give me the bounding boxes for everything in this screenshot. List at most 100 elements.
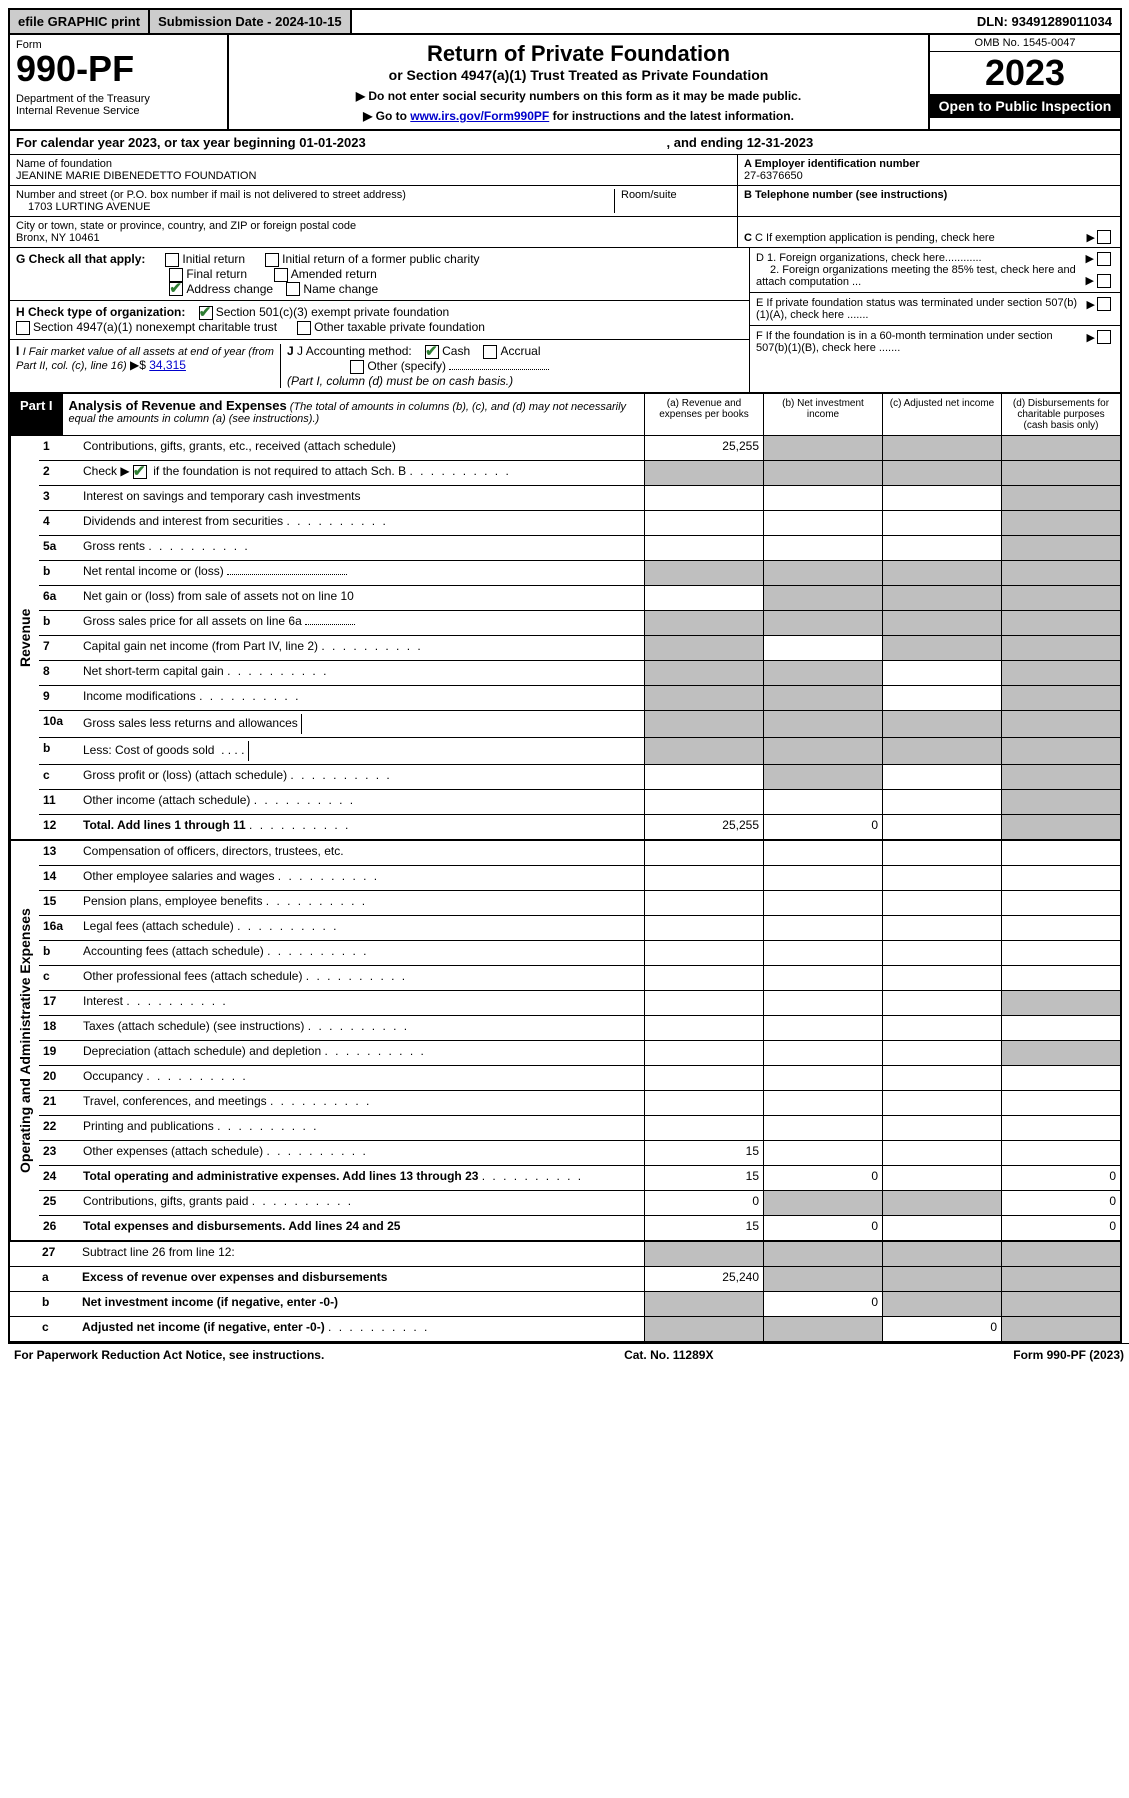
form-title: Return of Private Foundation — [235, 41, 922, 67]
irs-text: Internal Revenue Service — [16, 105, 140, 117]
line27-section: 27Subtract line 26 from line 12: aExcess… — [10, 1240, 1120, 1341]
line-16c: cOther professional fees (attach schedul… — [39, 966, 1120, 991]
col-a-head: (a) Revenue and expenses per books — [644, 394, 763, 435]
line-18: 18Taxes (attach schedule) (see instructi… — [39, 1016, 1120, 1041]
footer-right: Form 990-PF (2023) — [1013, 1348, 1124, 1362]
room-label: Room/suite — [621, 189, 677, 201]
calendar-year-row: For calendar year 2023, or tax year begi… — [10, 131, 1120, 155]
line-8: 8Net short-term capital gain — [39, 661, 1120, 686]
name-change-label: Name change — [303, 282, 378, 296]
amended-checkbox[interactable] — [274, 268, 288, 282]
line-26: 26Total expenses and disbursements. Add … — [39, 1216, 1120, 1240]
d1-checkbox[interactable] — [1097, 252, 1111, 266]
e-checkbox[interactable] — [1097, 297, 1111, 311]
d-row: D 1. Foreign organizations, check here..… — [750, 248, 1120, 293]
note1: ▶ Do not enter social security numbers o… — [235, 89, 922, 103]
ein-value: 27-6376650 — [744, 170, 803, 182]
h-opt3-checkbox[interactable] — [297, 321, 311, 335]
line-11: 11Other income (attach schedule) — [39, 790, 1120, 815]
schb-checkbox[interactable] — [133, 465, 147, 479]
part1-header: Part I Analysis of Revenue and Expenses … — [10, 394, 1120, 436]
header-mid: Return of Private Foundation or Section … — [229, 35, 928, 129]
city-row: City or town, state or province, country… — [10, 217, 1120, 248]
h-opt1-checkbox[interactable] — [199, 306, 213, 320]
line-10a: 10aGross sales less returns and allowanc… — [39, 711, 1120, 738]
name-label: Name of foundation — [16, 158, 112, 170]
initial-label: Initial return — [182, 252, 245, 266]
form-container: efile GRAPHIC print Submission Date - 20… — [8, 8, 1122, 1343]
e-row: E If private foundation status was termi… — [750, 293, 1120, 326]
irs-link[interactable]: www.irs.gov/Form990PF — [410, 109, 549, 123]
g-label: G Check all that apply: — [16, 252, 145, 266]
line-5a: 5aGross rents — [39, 536, 1120, 561]
line-12: 12Total. Add lines 1 through 11 25,2550 — [39, 815, 1120, 839]
note2-pre: ▶ Go to — [363, 109, 410, 123]
line-10c: cGross profit or (loss) (attach schedule… — [39, 765, 1120, 790]
open-public: Open to Public Inspection — [930, 94, 1120, 118]
line-3: 3Interest on savings and temporary cash … — [39, 486, 1120, 511]
cash-label: Cash — [442, 344, 470, 358]
addr-value: 1703 LURTING AVENUE — [16, 201, 150, 213]
line-19: 19Depreciation (attach schedule) and dep… — [39, 1041, 1120, 1066]
submission-date-button[interactable]: Submission Date - 2024-10-15 — [150, 10, 352, 33]
footer-left: For Paperwork Reduction Act Notice, see … — [14, 1348, 324, 1362]
ij-row: I I Fair market value of all assets at e… — [10, 340, 749, 392]
dln-label: DLN: 93491289011034 — [969, 10, 1120, 33]
g-row: G Check all that apply: Initial return I… — [10, 248, 749, 301]
line-14: 14Other employee salaries and wages — [39, 866, 1120, 891]
h-opt3-label: Other taxable private foundation — [314, 320, 485, 334]
h-row: H Check type of organization: Section 50… — [10, 301, 749, 340]
header: Form 990-PF Department of the Treasury I… — [10, 35, 1120, 131]
line-5b: bNet rental income or (loss) — [39, 561, 1120, 586]
line-6b: bGross sales price for all assets on lin… — [39, 611, 1120, 636]
final-label: Final return — [186, 267, 247, 281]
note2: ▶ Go to www.irs.gov/Form990PF for instru… — [235, 109, 922, 123]
address-row: Number and street (or P.O. box number if… — [10, 186, 1120, 217]
f-row: F If the foundation is in a 60-month ter… — [750, 326, 1120, 358]
f-checkbox[interactable] — [1097, 330, 1111, 344]
c-checkbox[interactable] — [1097, 230, 1111, 244]
form-subtitle: or Section 4947(a)(1) Trust Treated as P… — [235, 67, 922, 83]
address-checkbox[interactable] — [169, 282, 183, 296]
line-27: 27Subtract line 26 from line 12: — [10, 1242, 1120, 1267]
i-arrow: ▶$ — [130, 358, 146, 372]
address-label: Address change — [186, 282, 273, 296]
lower-left: G Check all that apply: Initial return I… — [10, 248, 749, 392]
h-opt2-checkbox[interactable] — [16, 321, 30, 335]
dept-label: Department of the Treasury Internal Reve… — [16, 93, 221, 117]
other-checkbox[interactable] — [350, 360, 364, 374]
part1-label: Part I — [10, 394, 63, 435]
lower-right: D 1. Foreign organizations, check here..… — [749, 248, 1120, 392]
line-17: 17Interest — [39, 991, 1120, 1016]
col-d-head: (d) Disbursements for charitable purpose… — [1001, 394, 1120, 435]
phone-label: B Telephone number (see instructions) — [744, 189, 947, 201]
fmv-link[interactable]: 34,315 — [149, 358, 186, 372]
city-label: City or town, state or province, country… — [16, 220, 356, 232]
address-block: Number and street (or P.O. box number if… — [10, 186, 738, 216]
d2-checkbox[interactable] — [1097, 274, 1111, 288]
e-label: E If private foundation status was termi… — [756, 297, 1087, 321]
line-15: 15Pension plans, employee benefits — [39, 891, 1120, 916]
header-left: Form 990-PF Department of the Treasury I… — [10, 35, 229, 129]
initial-former-checkbox[interactable] — [265, 253, 279, 267]
accrual-checkbox[interactable] — [483, 345, 497, 359]
initial-former-label: Initial return of a former public charit… — [282, 252, 479, 266]
line-10b: bLess: Cost of goods sold . . . . — [39, 738, 1120, 765]
line-4: 4Dividends and interest from securities — [39, 511, 1120, 536]
line-23: 23Other expenses (attach schedule) 15 — [39, 1141, 1120, 1166]
other-label: Other (specify) — [367, 359, 446, 373]
line-7: 7Capital gain net income (from Part IV, … — [39, 636, 1120, 661]
initial-checkbox[interactable] — [165, 253, 179, 267]
footer-mid: Cat. No. 11289X — [324, 1348, 1013, 1362]
name-change-checkbox[interactable] — [286, 282, 300, 296]
ein-block: A Employer identification number 27-6376… — [738, 155, 1120, 185]
efile-button[interactable]: efile GRAPHIC print — [10, 10, 150, 33]
dept-text: Department of the Treasury — [16, 93, 150, 105]
expenses-side-label: Operating and Administrative Expenses — [10, 841, 39, 1240]
phone-block: B Telephone number (see instructions) — [738, 186, 1120, 216]
cash-checkbox[interactable] — [425, 345, 439, 359]
footer: For Paperwork Reduction Act Notice, see … — [8, 1343, 1129, 1366]
col-c-head: (c) Adjusted net income — [882, 394, 1001, 435]
revenue-body: 1Contributions, gifts, grants, etc., rec… — [39, 436, 1120, 839]
line-24: 24Total operating and administrative exp… — [39, 1166, 1120, 1191]
